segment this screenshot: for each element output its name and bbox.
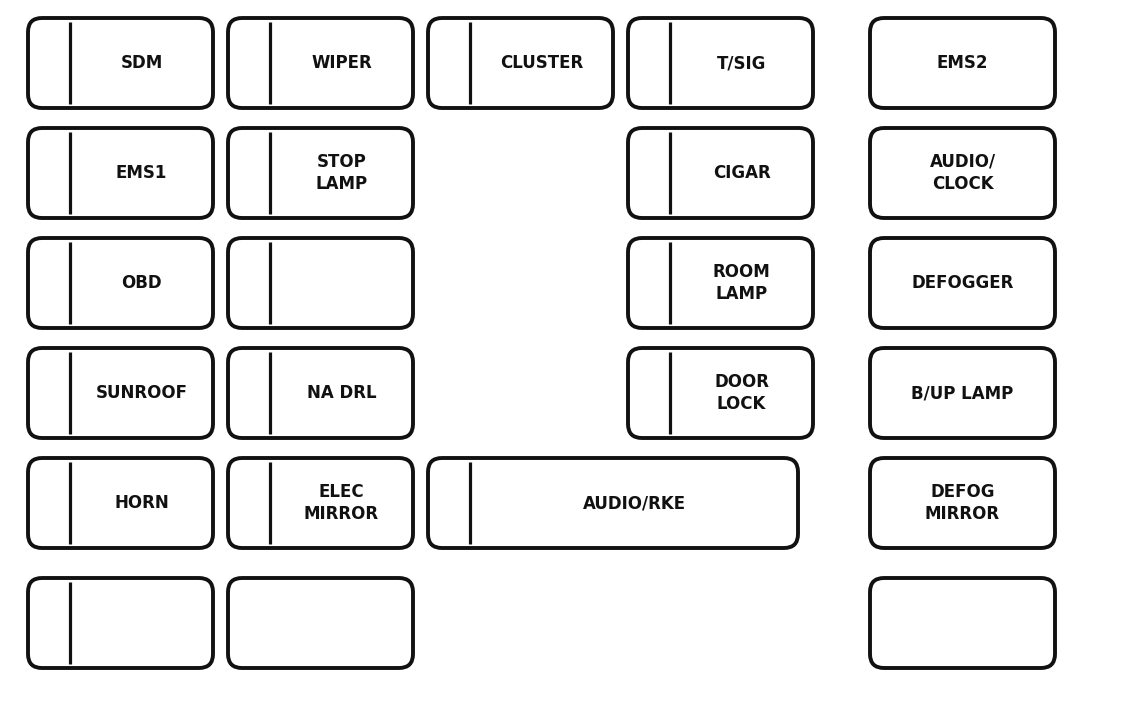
- FancyBboxPatch shape: [228, 578, 412, 668]
- Text: HORN: HORN: [114, 494, 168, 512]
- Text: EMS2: EMS2: [937, 54, 989, 72]
- FancyBboxPatch shape: [870, 458, 1055, 548]
- Text: B/UP LAMP: B/UP LAMP: [912, 384, 1014, 402]
- Text: WIPER: WIPER: [311, 54, 372, 72]
- FancyBboxPatch shape: [628, 348, 812, 438]
- FancyBboxPatch shape: [28, 238, 212, 328]
- FancyBboxPatch shape: [228, 348, 412, 438]
- Text: SUNROOF: SUNROOF: [96, 384, 188, 402]
- FancyBboxPatch shape: [628, 18, 812, 108]
- Text: DEFOGGER: DEFOGGER: [911, 274, 1014, 292]
- Text: ELEC
MIRROR: ELEC MIRROR: [304, 483, 379, 523]
- FancyBboxPatch shape: [428, 458, 798, 548]
- FancyBboxPatch shape: [28, 18, 212, 108]
- FancyBboxPatch shape: [870, 348, 1055, 438]
- Text: SDM: SDM: [121, 54, 163, 72]
- Text: AUDIO/
CLOCK: AUDIO/ CLOCK: [930, 153, 996, 193]
- FancyBboxPatch shape: [428, 18, 612, 108]
- Text: EMS1: EMS1: [115, 164, 167, 182]
- Text: CLUSTER: CLUSTER: [499, 54, 583, 72]
- Text: DEFOG
MIRROR: DEFOG MIRROR: [925, 483, 1000, 523]
- FancyBboxPatch shape: [28, 458, 212, 548]
- Text: AUDIO/RKE: AUDIO/RKE: [582, 494, 686, 512]
- FancyBboxPatch shape: [870, 128, 1055, 218]
- FancyBboxPatch shape: [628, 238, 812, 328]
- Text: ROOM
LAMP: ROOM LAMP: [713, 263, 771, 303]
- Text: DOOR
LOCK: DOOR LOCK: [714, 373, 770, 413]
- FancyBboxPatch shape: [228, 18, 412, 108]
- FancyBboxPatch shape: [28, 128, 212, 218]
- Text: STOP
LAMP: STOP LAMP: [315, 153, 367, 193]
- FancyBboxPatch shape: [870, 238, 1055, 328]
- Text: NA DRL: NA DRL: [306, 384, 376, 402]
- FancyBboxPatch shape: [228, 128, 412, 218]
- FancyBboxPatch shape: [28, 348, 212, 438]
- Text: CIGAR: CIGAR: [713, 164, 771, 182]
- FancyBboxPatch shape: [228, 458, 412, 548]
- Text: OBD: OBD: [121, 274, 162, 292]
- FancyBboxPatch shape: [228, 238, 412, 328]
- Text: T/SIG: T/SIG: [716, 54, 766, 72]
- FancyBboxPatch shape: [28, 578, 212, 668]
- FancyBboxPatch shape: [870, 578, 1055, 668]
- FancyBboxPatch shape: [870, 18, 1055, 108]
- FancyBboxPatch shape: [628, 128, 812, 218]
